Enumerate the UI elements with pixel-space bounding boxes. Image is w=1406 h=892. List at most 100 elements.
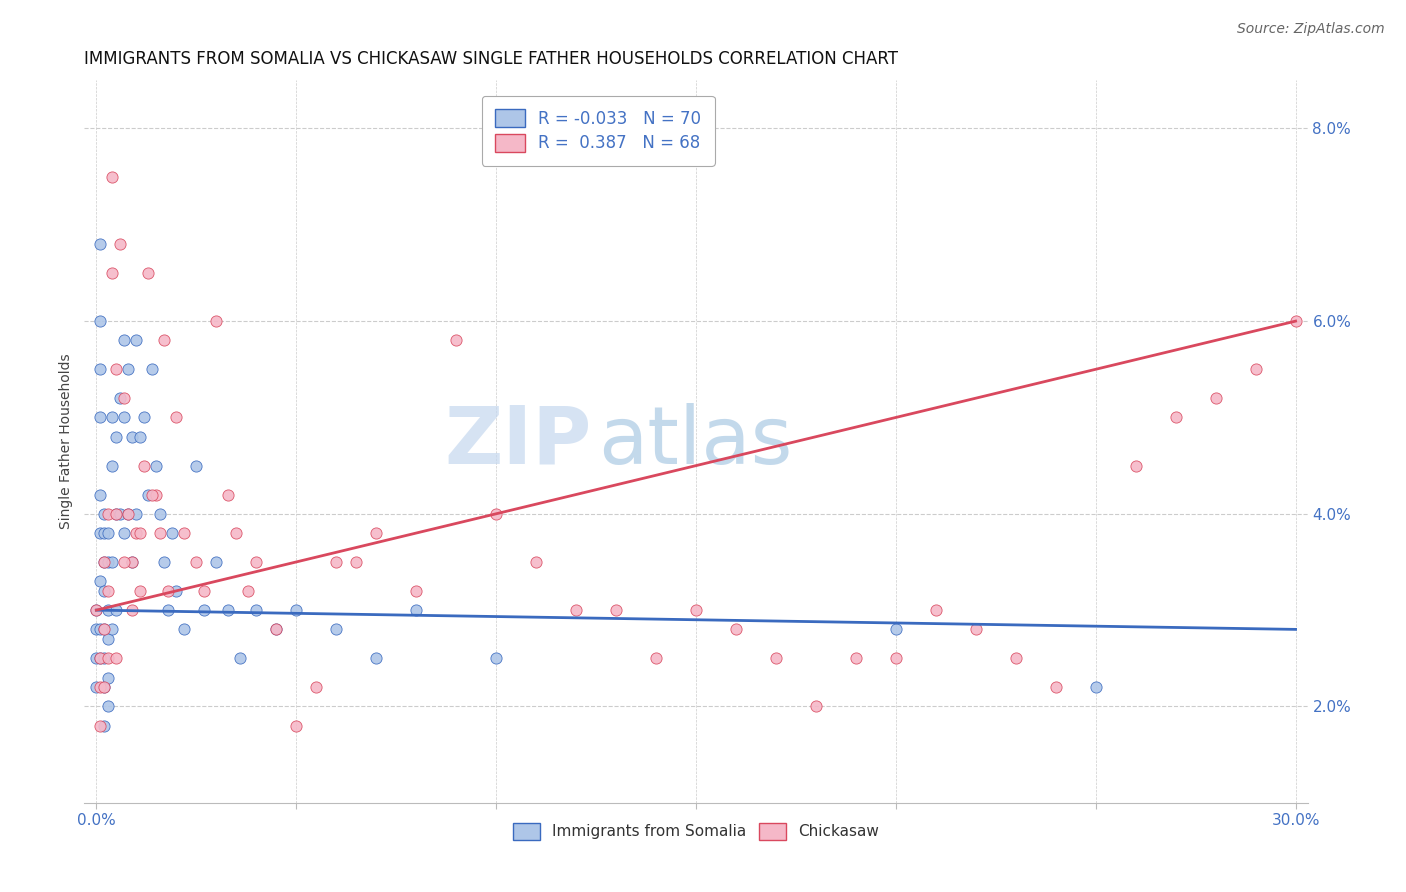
Point xyxy=(1164,410,1187,425)
Point xyxy=(105,651,128,665)
Point xyxy=(125,526,148,541)
Point xyxy=(97,671,120,685)
Point xyxy=(845,651,868,665)
Point xyxy=(1284,314,1306,328)
Point xyxy=(105,430,128,444)
Point xyxy=(141,487,163,501)
Point xyxy=(804,699,827,714)
Point xyxy=(724,623,747,637)
Point xyxy=(125,507,148,521)
Point xyxy=(93,583,115,598)
Point xyxy=(157,603,180,617)
Point xyxy=(366,526,388,541)
Point xyxy=(325,555,347,569)
Point xyxy=(97,699,120,714)
Point xyxy=(305,680,328,694)
Point xyxy=(245,603,267,617)
Point xyxy=(524,555,547,569)
Point xyxy=(89,719,111,733)
Point xyxy=(245,555,267,569)
Point xyxy=(101,169,124,184)
Point xyxy=(153,555,176,569)
Point xyxy=(344,555,367,569)
Point xyxy=(89,237,111,252)
Point xyxy=(162,526,184,541)
Point xyxy=(101,410,124,425)
Point xyxy=(110,507,132,521)
Point xyxy=(405,603,427,617)
Point xyxy=(89,410,111,425)
Point xyxy=(264,623,287,637)
Point xyxy=(89,651,111,665)
Point xyxy=(112,526,135,541)
Point xyxy=(884,651,907,665)
Point xyxy=(405,583,427,598)
Point xyxy=(229,651,252,665)
Point xyxy=(89,680,111,694)
Point xyxy=(149,526,172,541)
Point xyxy=(121,555,143,569)
Point xyxy=(186,555,208,569)
Point xyxy=(129,430,152,444)
Point xyxy=(101,623,124,637)
Point xyxy=(101,555,124,569)
Point xyxy=(86,603,108,617)
Point xyxy=(97,583,120,598)
Point xyxy=(149,507,172,521)
Legend: Immigrants from Somalia, Chickasaw: Immigrants from Somalia, Chickasaw xyxy=(506,817,886,846)
Point xyxy=(193,603,215,617)
Point xyxy=(121,555,143,569)
Point xyxy=(1125,458,1147,473)
Point xyxy=(112,410,135,425)
Point xyxy=(1084,680,1107,694)
Point xyxy=(93,507,115,521)
Point xyxy=(1045,680,1067,694)
Point xyxy=(93,680,115,694)
Point xyxy=(193,583,215,598)
Point xyxy=(89,362,111,376)
Point xyxy=(105,507,128,521)
Point xyxy=(136,266,159,280)
Point xyxy=(97,603,120,617)
Point xyxy=(157,583,180,598)
Point xyxy=(101,266,124,280)
Point xyxy=(173,526,195,541)
Point xyxy=(485,507,508,521)
Point xyxy=(685,603,707,617)
Point xyxy=(1244,362,1267,376)
Point xyxy=(121,430,143,444)
Point xyxy=(93,623,115,637)
Point xyxy=(117,507,139,521)
Point xyxy=(605,603,627,617)
Text: atlas: atlas xyxy=(598,402,793,481)
Point xyxy=(105,362,128,376)
Point xyxy=(205,314,228,328)
Point xyxy=(93,651,115,665)
Point xyxy=(173,623,195,637)
Point xyxy=(565,603,588,617)
Point xyxy=(93,680,115,694)
Point xyxy=(965,623,987,637)
Point xyxy=(89,651,111,665)
Point xyxy=(86,651,108,665)
Point xyxy=(89,314,111,328)
Y-axis label: Single Father Households: Single Father Households xyxy=(59,354,73,529)
Point xyxy=(86,623,108,637)
Point xyxy=(134,458,156,473)
Point xyxy=(125,334,148,348)
Point xyxy=(238,583,260,598)
Point xyxy=(153,334,176,348)
Point xyxy=(97,555,120,569)
Point xyxy=(129,526,152,541)
Point xyxy=(97,632,120,646)
Point xyxy=(325,623,347,637)
Point xyxy=(97,651,120,665)
Point xyxy=(117,507,139,521)
Point xyxy=(205,555,228,569)
Point xyxy=(86,603,108,617)
Point xyxy=(366,651,388,665)
Point xyxy=(485,651,508,665)
Point xyxy=(645,651,668,665)
Point xyxy=(1004,651,1026,665)
Point xyxy=(444,334,467,348)
